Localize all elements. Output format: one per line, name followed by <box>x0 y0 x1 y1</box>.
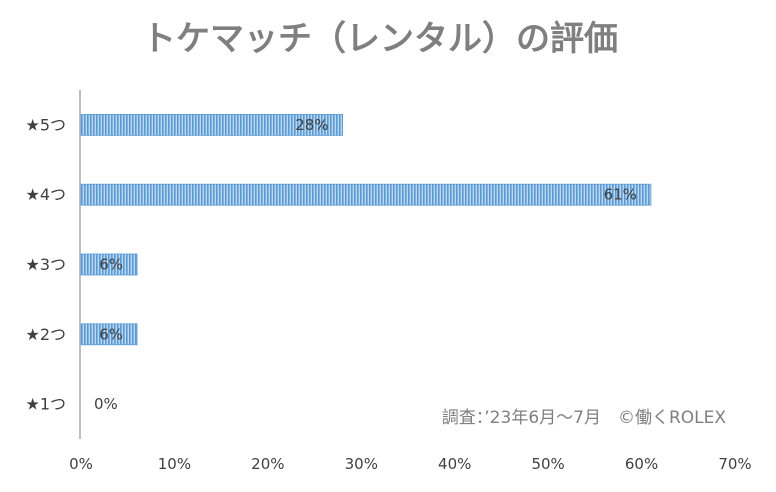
data-label-3-stars: 6% <box>99 256 123 274</box>
x-tick-label-70: 70% <box>718 455 751 473</box>
chart-title: トケマッチ（レンタル）の評価 <box>142 19 618 59</box>
x-tick-label-30: 30% <box>345 455 378 473</box>
x-tick-labels-layer: 0% 10% 20% 30% 40% 50% 60% 70% <box>69 455 752 473</box>
x-tick-label-0: 0% <box>69 455 93 473</box>
x-tick-label-40: 40% <box>438 455 471 473</box>
data-label-2-stars: 6% <box>99 325 123 343</box>
x-tick-label-50: 50% <box>531 455 564 473</box>
bar-3-stars <box>80 253 138 276</box>
category-label-4-stars: ★4つ <box>25 185 66 204</box>
category-labels-layer: ★5つ ★4つ ★3つ ★2つ ★1つ <box>25 115 66 413</box>
data-label-5-stars: 28% <box>295 116 328 134</box>
category-label-2-stars: ★2つ <box>25 325 66 344</box>
category-label-5-stars: ★5つ <box>25 115 66 134</box>
x-tick-label-60: 60% <box>625 455 658 473</box>
category-label-1-stars: ★1つ <box>25 395 66 414</box>
bar-2-stars <box>80 323 138 346</box>
bar-4-stars <box>80 183 652 206</box>
data-label-1-stars: 0% <box>94 395 118 413</box>
x-tick-label-20: 20% <box>251 455 284 473</box>
category-label-3-stars: ★3つ <box>25 255 66 274</box>
data-labels-layer: 28% 61% 6% 6% 0% <box>94 116 637 413</box>
bar-5-stars <box>80 114 344 136</box>
data-label-4-stars: 61% <box>604 186 637 204</box>
x-tick-label-10: 10% <box>158 455 191 473</box>
bars-layer <box>80 114 652 346</box>
source-note: 調査：’23年6月～7月 ©働くROLEX <box>442 408 727 428</box>
